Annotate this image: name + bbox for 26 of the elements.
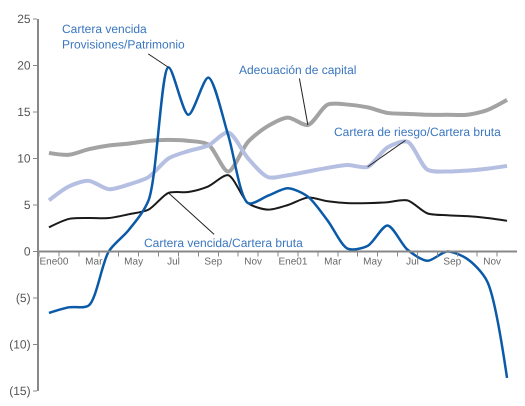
x-tick-label: Jul <box>167 256 180 268</box>
x-tick-label: Jul <box>406 256 419 268</box>
y-tick-label: (5) <box>16 291 31 306</box>
x-tick-label: Mar <box>324 256 342 268</box>
series-label: Cartera vencida Provisiones/Patrimonio <box>62 22 186 52</box>
y-tick-label: 5 <box>24 198 31 212</box>
series-label: Cartera de riesgo/Cartera bruta <box>334 125 502 139</box>
x-tick-label: Sep <box>204 256 223 268</box>
x-tick-label: May <box>124 256 144 268</box>
text: Adecuación de capital <box>239 63 356 77</box>
y-tick-label: (10) <box>9 338 31 352</box>
x-tick-label: Sep <box>443 256 462 268</box>
y-tick-label: 25 <box>17 12 31 26</box>
y-tick-label: 20 <box>17 58 31 73</box>
text: Cartera vencida/Cartera bruta <box>144 236 304 250</box>
x-tick-label: Ene00 <box>40 256 69 268</box>
y-tick-label: 10 <box>17 152 31 166</box>
y-tick-label: 0 <box>24 244 31 259</box>
x-tick-label: Nov <box>244 256 262 268</box>
x-tick-label: Nov <box>483 256 502 268</box>
y-tick-label: (15) <box>9 384 31 398</box>
x-tick-label: Mar <box>85 256 104 268</box>
x-tick-label: Ene01 <box>278 256 308 268</box>
x-tick-label: May <box>363 256 382 268</box>
y-tick-label: 15 <box>17 105 31 120</box>
line-series <box>46 98 510 174</box>
